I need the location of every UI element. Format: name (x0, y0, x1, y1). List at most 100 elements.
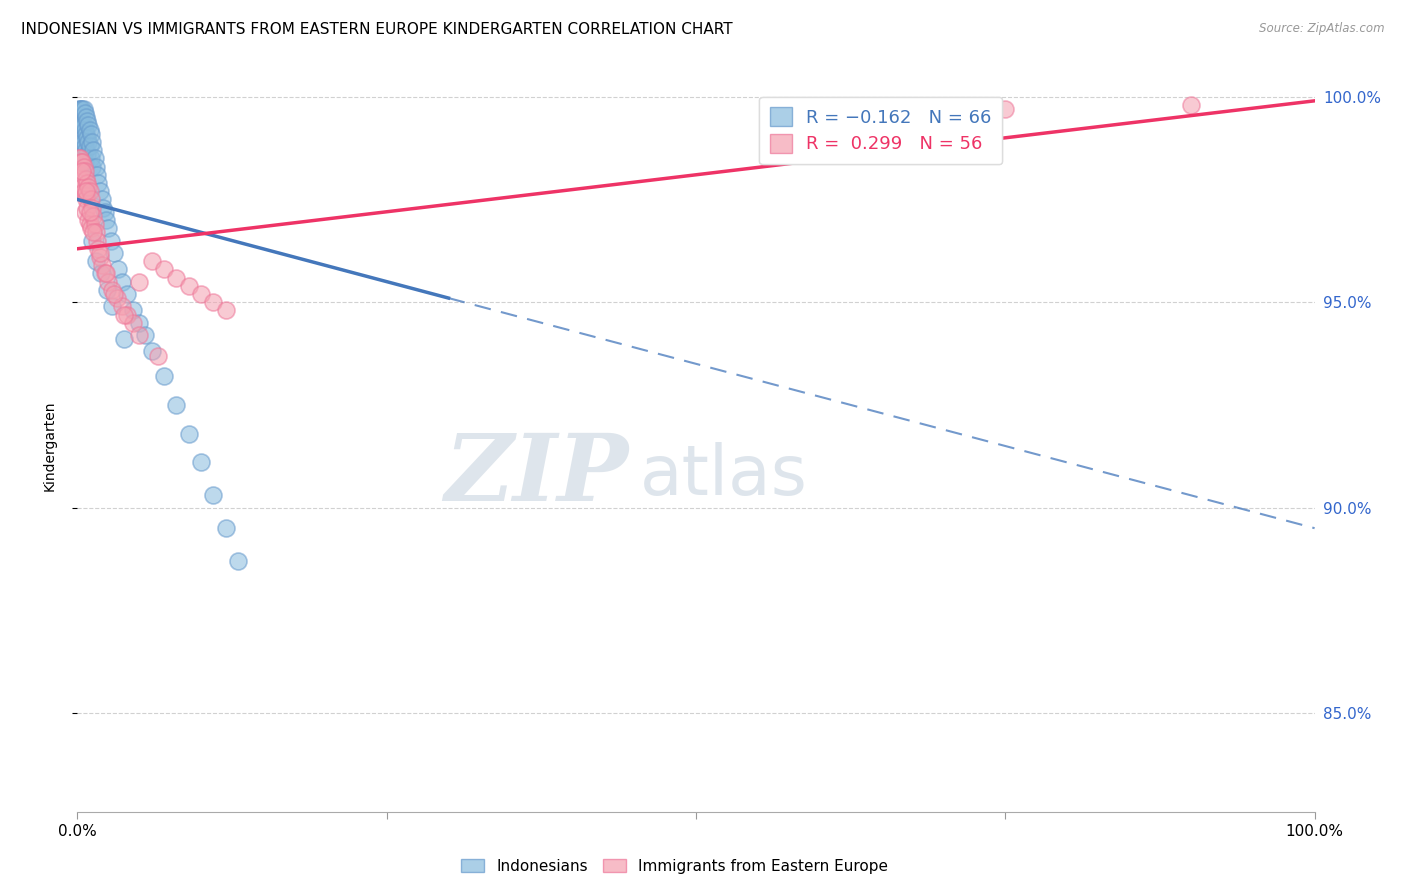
Point (94, 267, 117, 281)
Point (73, 122, 96, 136)
Point (97, 221, 120, 235)
Point (82, 234, 104, 248)
Point (134, 328, 156, 343)
Point (76, 201, 98, 215)
Point (79, 184, 101, 198)
Point (153, 262, 176, 277)
Point (202, 295, 225, 310)
Point (112, 308, 135, 322)
Point (1180, 98, 1202, 112)
Point (89, 250, 111, 264)
Point (215, 521, 238, 535)
Point (100, 234, 122, 248)
Point (83, 152, 105, 166)
Point (73, 188, 96, 202)
Point (82, 209, 104, 223)
Legend: Indonesians, Immigrants from Eastern Europe: Indonesians, Immigrants from Eastern Eur… (456, 853, 894, 880)
Point (153, 369, 176, 384)
Point (77, 135, 100, 149)
Y-axis label: Kindergarten: Kindergarten (42, 401, 56, 491)
Point (141, 254, 163, 268)
Point (77, 213, 100, 227)
Point (115, 308, 138, 322)
Point (84, 225, 107, 239)
Point (80, 193, 103, 207)
Point (73, 155, 96, 169)
Point (89, 184, 111, 198)
Point (103, 287, 125, 301)
Point (79, 122, 101, 136)
Point (190, 455, 212, 469)
Point (122, 303, 145, 318)
Point (80, 221, 103, 235)
Point (103, 245, 125, 260)
Point (72, 102, 94, 116)
Point (76, 130, 98, 145)
Point (70, 143, 93, 157)
Point (79, 139, 101, 153)
Point (70, 155, 93, 169)
Point (72, 160, 94, 174)
Point (75, 193, 97, 207)
Point (72, 119, 94, 133)
Point (72, 135, 94, 149)
Point (89, 245, 111, 260)
Point (72, 135, 94, 149)
Point (165, 270, 187, 285)
Point (82, 160, 104, 174)
Point (84, 160, 107, 174)
Point (87, 242, 110, 256)
Point (69, 152, 91, 166)
Point (202, 488, 225, 502)
Point (111, 299, 134, 313)
Text: Source: ZipAtlas.com: Source: ZipAtlas.com (1260, 22, 1385, 36)
Point (128, 275, 150, 289)
Point (72, 184, 94, 198)
Point (72, 152, 94, 166)
Point (70, 130, 93, 145)
Point (80, 152, 103, 166)
Point (165, 398, 187, 412)
Point (111, 275, 134, 289)
Point (77, 180, 100, 194)
Point (77, 119, 100, 133)
Point (90, 267, 112, 281)
Point (82, 225, 104, 239)
Point (94, 213, 117, 227)
Point (82, 201, 104, 215)
Point (76, 114, 98, 128)
Point (91, 193, 114, 207)
Point (93, 204, 115, 219)
Point (115, 287, 138, 301)
Point (141, 344, 163, 359)
Point (69, 102, 91, 116)
Point (73, 139, 96, 153)
Point (75, 184, 97, 198)
Text: ZIP: ZIP (444, 430, 628, 520)
Point (82, 135, 104, 149)
Point (72, 180, 94, 194)
Point (86, 234, 108, 248)
Point (83, 217, 105, 231)
Point (101, 299, 124, 313)
Point (177, 426, 200, 441)
Point (75, 127, 97, 141)
Point (122, 316, 145, 330)
Point (82, 143, 104, 157)
Point (73, 106, 96, 120)
Point (101, 283, 124, 297)
Legend: R = −0.162   N = 66, R =  0.299   N = 56: R = −0.162 N = 66, R = 0.299 N = 56 (759, 96, 1002, 164)
Point (73, 163, 96, 178)
Text: atlas: atlas (640, 442, 808, 508)
Point (93, 267, 115, 281)
Point (91, 258, 114, 272)
Point (70, 172, 93, 186)
Point (72, 102, 94, 116)
Point (86, 168, 108, 182)
Point (84, 254, 107, 268)
Point (105, 291, 128, 305)
Point (72, 152, 94, 166)
Point (107, 262, 129, 277)
Point (79, 217, 101, 231)
Text: INDONESIAN VS IMMIGRANTS FROM EASTERN EUROPE KINDERGARTEN CORRELATION CHART: INDONESIAN VS IMMIGRANTS FROM EASTERN EU… (21, 22, 733, 37)
